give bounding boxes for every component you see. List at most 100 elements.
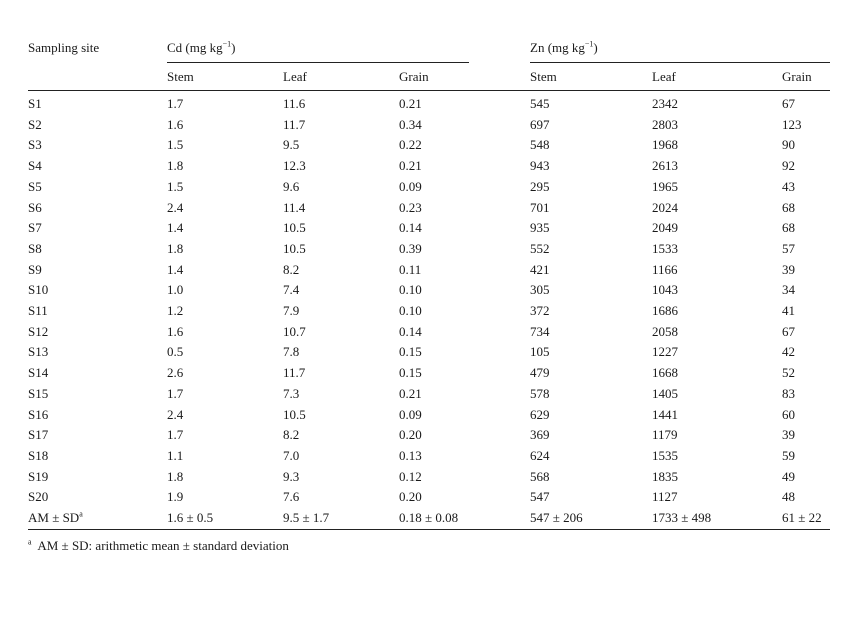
gap-cell <box>469 177 530 198</box>
zn-stem-cell: 105 <box>530 344 550 360</box>
site-cell: S10 <box>28 282 49 298</box>
zn-grain-cell: 67 <box>782 323 795 339</box>
cd-grain-header: Grain <box>399 62 469 91</box>
cd-stem-cell: 1.4 <box>167 220 184 236</box>
zn-leaf-cell: 1043 <box>652 282 678 298</box>
site-cell: S18 <box>28 447 49 463</box>
table-row: S13 0.5 7.8 0.15 105 1227 42 <box>28 342 830 363</box>
cd-leaf-cell: 8.2 <box>283 427 300 443</box>
site-cell: S9 <box>28 261 42 277</box>
zn-grain-cell: 41 <box>782 303 795 319</box>
zn-stem-cell: 943 <box>530 158 550 174</box>
zn-leaf-header: Leaf <box>652 62 782 91</box>
cd-leaf-cell: 8.2 <box>283 261 300 277</box>
sampling-site-header: Sampling site <box>28 40 100 56</box>
cd-leaf-cell: 11.7 <box>283 365 306 381</box>
summary-zn-grain-cell: 61 ± 22 <box>782 508 831 530</box>
cd-grain-cell: 0.12 <box>399 468 422 484</box>
gap-header-cell <box>469 62 530 91</box>
summary-footnote-marker: a <box>79 509 83 519</box>
cd-leaf-cell: 11.6 <box>283 96 306 111</box>
cd-grain-cell: 0.15 <box>399 365 422 381</box>
cd-stem-cell: 1.6 <box>167 116 184 132</box>
site-cell: S16 <box>28 406 49 422</box>
cd-leaf-cell: 11.4 <box>283 199 306 215</box>
zn-group-label: Zn (mg kg <box>530 40 585 55</box>
zn-leaf-cell: 1835 <box>652 468 678 484</box>
cd-leaf-cell: 11.7 <box>283 116 306 132</box>
table-row: S18 1.1 7.0 0.13 624 1535 59 <box>28 446 830 467</box>
table-row: S20 1.9 7.6 0.20 547 1127 48 <box>28 487 830 508</box>
cd-leaf-cell: 10.5 <box>283 406 306 422</box>
zn-grain-cell: 48 <box>782 489 795 505</box>
zn-leaf-cell: 1535 <box>652 447 678 463</box>
cd-stem-cell: 1.7 <box>167 427 184 443</box>
cd-leaf-cell: 9.6 <box>283 178 300 194</box>
zn-grain-cell: 92 <box>782 158 795 174</box>
cd-stem-cell: 1.9 <box>167 489 184 505</box>
zn-stem-cell: 935 <box>530 220 550 236</box>
cd-leaf-cell: 7.3 <box>283 385 300 401</box>
summary-cd-grain-cell: 0.18 ± 0.08 <box>399 508 469 530</box>
zn-leaf-cell: 1127 <box>652 489 678 505</box>
table-row: S6 2.4 11.4 0.23 701 2024 68 <box>28 198 830 219</box>
cd-leaf-cell: 7.8 <box>283 344 300 360</box>
zn-grain-cell: 49 <box>782 468 795 484</box>
summary-label-cell: AM ± SDa <box>28 508 167 530</box>
zn-grain-cell: 42 <box>782 344 795 360</box>
cd-stem-cell: 1.0 <box>167 282 184 298</box>
zn-leaf-cell: 2613 <box>652 158 678 174</box>
table-row: S2 1.6 11.7 0.34 697 2803 123 <box>28 115 830 136</box>
zn-leaf-cell: 2803 <box>652 116 678 132</box>
summary-cd-leaf-cell: 9.5 ± 1.7 <box>283 508 399 530</box>
table-row: S11 1.2 7.9 0.10 372 1686 41 <box>28 301 830 322</box>
zn-leaf-cell: 1968 <box>652 137 678 153</box>
zn-grain-cell: 34 <box>782 282 795 298</box>
table-row: S17 1.7 8.2 0.20 369 1179 39 <box>28 425 830 446</box>
cd-grain-cell: 0.21 <box>399 96 422 111</box>
site-cell: S4 <box>28 158 42 174</box>
zn-stem-header: Stem <box>530 62 652 91</box>
cd-grain-cell: 0.20 <box>399 427 422 443</box>
cd-grain-cell: 0.23 <box>399 199 422 215</box>
zn-stem-cell: 547 <box>530 489 550 505</box>
footnote: a AM ± SD: arithmetic mean ± standard de… <box>28 538 289 554</box>
cd-grain-cell: 0.13 <box>399 447 422 463</box>
table-row: S4 1.8 12.3 0.21 943 2613 92 <box>28 156 830 177</box>
cd-stem-cell: 2.4 <box>167 406 184 422</box>
zn-unit-exponent: −1 <box>584 39 594 49</box>
zn-stem-cell: 552 <box>530 240 550 256</box>
table-row: S10 1.0 7.4 0.10 305 1043 34 <box>28 280 830 301</box>
cd-grain-cell: 0.10 <box>399 303 422 319</box>
site-cell: S3 <box>28 137 42 153</box>
zn-grain-cell: 83 <box>782 385 795 401</box>
site-cell: S1 <box>28 96 42 111</box>
table-row: S1 1.7 11.6 0.21 545 2342 67 <box>28 91 830 115</box>
zn-stem-cell: 548 <box>530 137 550 153</box>
cd-stem-cell: 1.8 <box>167 158 184 174</box>
zn-grain-cell: 43 <box>782 178 795 194</box>
zn-leaf-cell: 2024 <box>652 199 678 215</box>
zn-grain-cell: 67 <box>782 96 795 111</box>
zn-leaf-cell: 2058 <box>652 323 678 339</box>
zn-grain-cell: 39 <box>782 261 795 277</box>
table-row: S7 1.4 10.5 0.14 935 2049 68 <box>28 218 830 239</box>
zn-grain-cell: 52 <box>782 365 795 381</box>
zn-stem-cell: 701 <box>530 199 550 215</box>
site-cell: S11 <box>28 303 48 319</box>
summary-row: AM ± SDa 1.6 ± 0.5 9.5 ± 1.7 0.18 ± 0.08 547… <box>28 508 831 530</box>
cd-group-label: Cd (mg kg <box>167 40 223 55</box>
site-cell: S19 <box>28 468 49 484</box>
site-cell: S14 <box>28 365 49 381</box>
cd-stem-cell: 1.7 <box>167 385 184 401</box>
zn-grain-header: Grain <box>782 62 831 91</box>
zn-stem-cell: 421 <box>530 261 550 277</box>
gap-cell <box>469 301 530 322</box>
cd-stem-cell: 1.2 <box>167 303 184 319</box>
cd-grain-cell: 0.21 <box>399 385 422 401</box>
gap-cell <box>469 135 530 156</box>
cd-grain-cell: 0.14 <box>399 220 422 236</box>
cd-stem-cell: 1.1 <box>167 447 184 463</box>
site-cell: S6 <box>28 199 42 215</box>
zn-grain-cell: 90 <box>782 137 795 153</box>
